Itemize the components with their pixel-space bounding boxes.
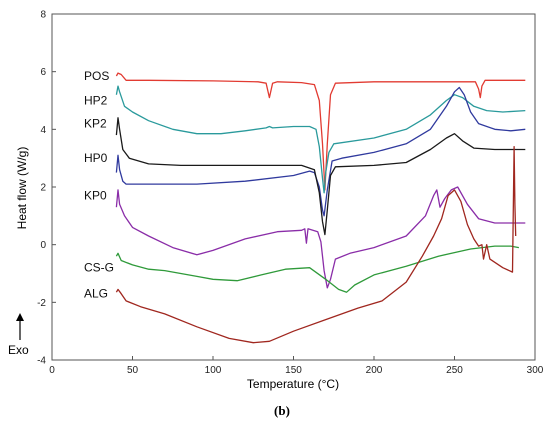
series-labels: POS HP2 KP2 HP0 KP0 CS-G ALG — [84, 69, 114, 301]
series-line-kp2 — [115, 86, 526, 217]
series-label-pos: POS — [84, 69, 109, 83]
series-line-hp0 — [115, 117, 526, 236]
panel-label: (b) — [274, 403, 290, 418]
exo-arrow-head-icon — [16, 313, 24, 321]
series-line-kp0 — [115, 186, 526, 289]
series-line-pos — [115, 72, 526, 191]
x-tick-label: 250 — [446, 365, 463, 376]
y-axis-title: Heat flow (W/g) — [15, 147, 29, 230]
axes: 0 50 100 150 200 250 300 -4 -2 0 2 4 6 8 — [37, 10, 544, 377]
y-tick-label: -4 — [37, 356, 46, 367]
x-tick-label: 100 — [205, 365, 222, 376]
y-tick-label: -2 — [37, 298, 46, 309]
y-tick-label: 8 — [40, 10, 46, 21]
series-label-kp0: KP0 — [84, 189, 107, 203]
series-line-cs-g — [115, 245, 520, 293]
x-tick-label: 50 — [127, 365, 139, 376]
plot-frame — [51, 13, 536, 361]
x-tick-label: 150 — [285, 365, 302, 376]
exo-indicator: Exo — [8, 313, 29, 357]
y-tick-label: 2 — [40, 183, 46, 194]
x-tick-label: 300 — [527, 365, 544, 376]
series-label-kp2: KP2 — [84, 117, 107, 131]
y-tick-label: 0 — [40, 240, 46, 251]
series-label-alg: ALG — [84, 287, 108, 301]
x-tick-label: 200 — [366, 365, 383, 376]
x-tick-label: 0 — [49, 365, 55, 376]
series-line-alg — [115, 145, 517, 344]
series-line-hp2 — [115, 85, 526, 194]
exo-label: Exo — [8, 343, 29, 357]
series-label-hp2: HP2 — [84, 94, 108, 108]
series-label-hp0: HP0 — [84, 151, 108, 165]
y-tick-label: 4 — [40, 125, 46, 136]
series-label-cs-g: CS-G — [84, 261, 114, 275]
x-axis-title: Temperature (°C) — [247, 377, 339, 391]
y-tick-label: 6 — [40, 67, 46, 78]
series-lines — [115, 72, 526, 344]
